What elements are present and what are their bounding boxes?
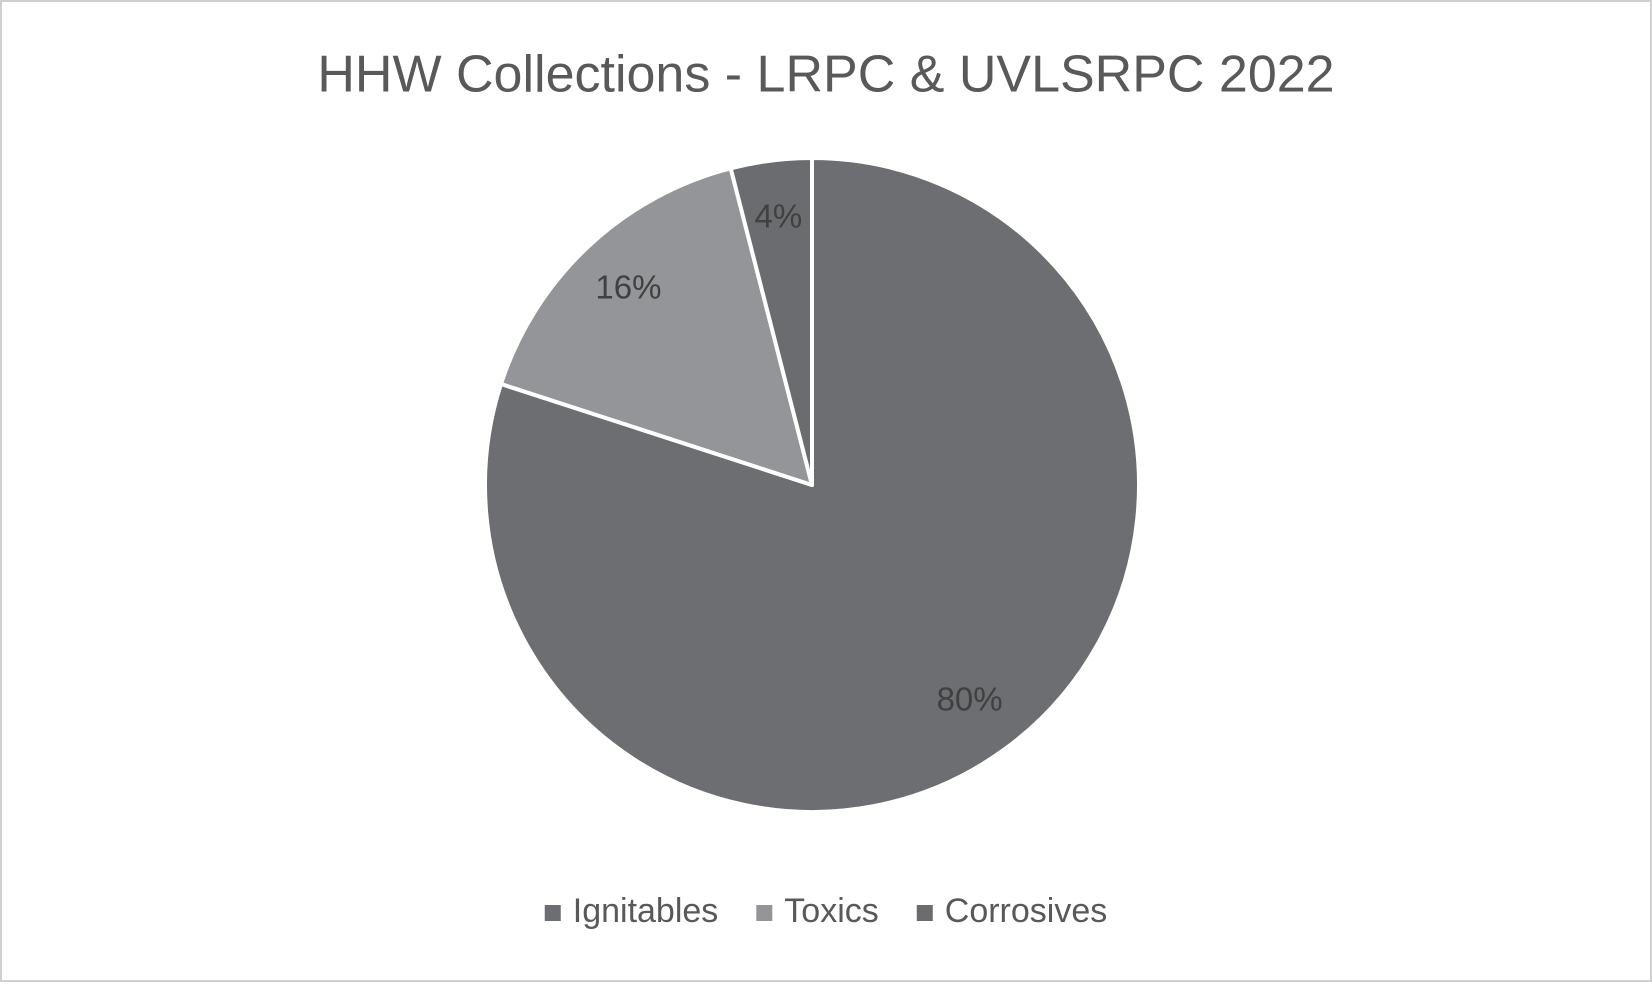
data-label: 16% — [595, 268, 661, 305]
data-label: 4% — [755, 198, 803, 235]
legend-marker — [544, 905, 561, 921]
pie-slice — [728, 156, 814, 487]
pie-slice — [483, 156, 1141, 814]
legend: Ignitables Toxics Corrosives — [544, 892, 1107, 930]
data-label: 80% — [937, 681, 1003, 718]
legend-label: Corrosives — [945, 892, 1107, 930]
legend-label: Ignitables — [573, 892, 719, 930]
legend-marker — [916, 905, 933, 921]
legend-marker — [756, 905, 773, 921]
chart-title: HHW Collections - LRPC & UVLSRPC 2022 — [317, 46, 1334, 104]
legend-label: Toxics — [784, 892, 878, 930]
pie-slice — [499, 166, 814, 487]
